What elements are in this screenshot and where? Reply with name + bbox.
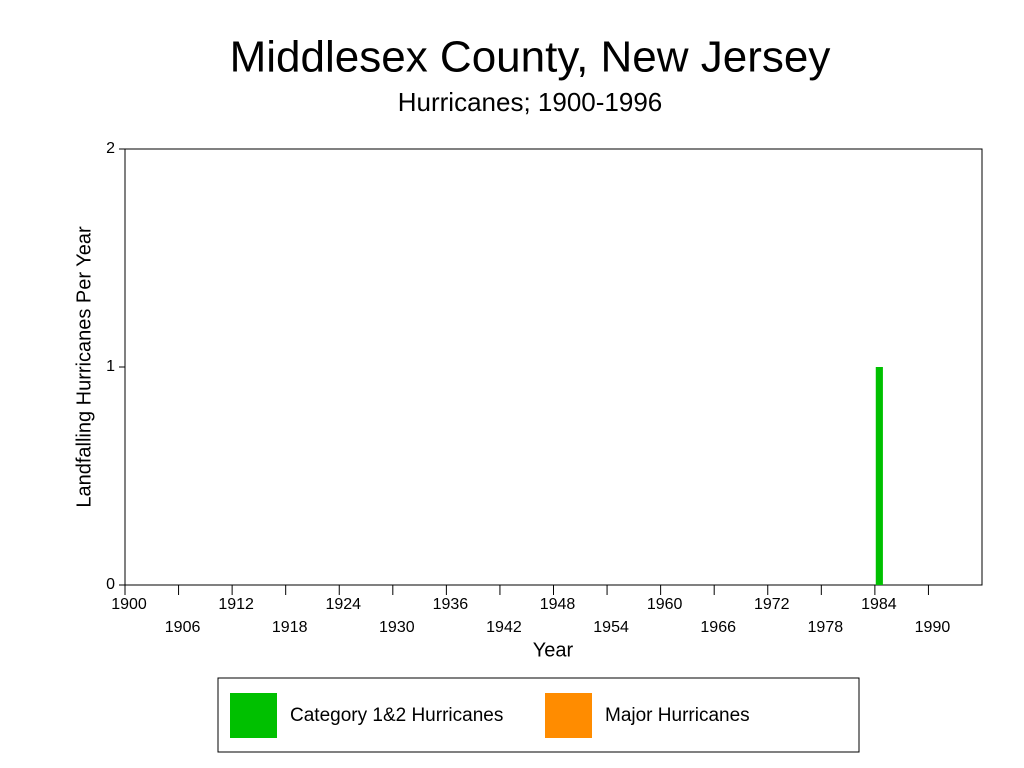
x-tick-label: 1966 xyxy=(700,619,736,636)
y-tick-label: 1 xyxy=(106,358,115,375)
x-tick-label: 1984 xyxy=(861,596,897,613)
y-tick-label: 2 xyxy=(106,140,115,157)
x-tick-label: 1930 xyxy=(379,619,415,636)
x-axis-label: Year xyxy=(533,639,574,661)
x-tick-label: 1972 xyxy=(754,596,790,613)
chart-title: Middlesex County, New Jersey xyxy=(230,33,831,82)
x-tick-label: 1912 xyxy=(218,596,254,613)
x-tick-label: 1906 xyxy=(165,619,201,636)
legend-swatch xyxy=(545,693,592,738)
y-tick-label: 0 xyxy=(106,576,115,593)
x-tick-label: 1948 xyxy=(540,596,576,613)
legend-swatch xyxy=(230,693,277,738)
legend-box xyxy=(217,677,860,753)
x-tick-label: 1942 xyxy=(486,619,522,636)
x-tick-label: 1960 xyxy=(647,596,683,613)
legend-label: Category 1&2 Hurricanes xyxy=(290,705,503,726)
x-tick-label: 1990 xyxy=(915,619,951,636)
chart-subtitle: Hurricanes; 1900-1996 xyxy=(398,87,663,117)
x-tick-label: 1978 xyxy=(808,619,844,636)
x-tick-label: 1936 xyxy=(433,596,469,613)
legend-label: Major Hurricanes xyxy=(605,705,750,726)
x-tick-label: 1924 xyxy=(325,596,361,613)
x-tick-label: 1900 xyxy=(111,596,147,613)
x-tick-label: 1918 xyxy=(272,619,308,636)
y-axis-label: Landfalling Hurricanes Per Year xyxy=(73,226,95,508)
bar xyxy=(875,367,883,585)
x-tick-label: 1954 xyxy=(593,619,629,636)
